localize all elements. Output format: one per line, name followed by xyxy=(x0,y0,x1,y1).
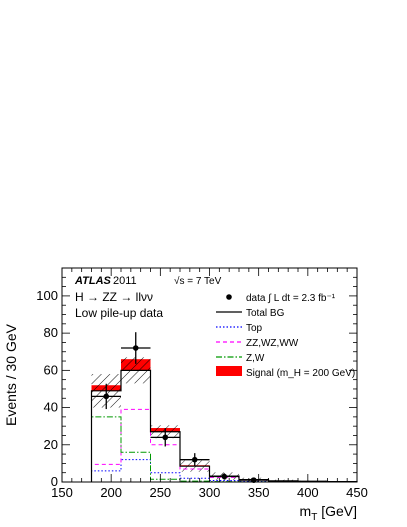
data-point xyxy=(132,345,139,351)
x-tick-label: 150 xyxy=(51,485,73,500)
legend-label: data ∫ L dt = 2.3 fb⁻¹ xyxy=(246,293,336,304)
x-tick-label: 250 xyxy=(149,485,171,500)
x-tick-label: 400 xyxy=(297,485,319,500)
legend-label: Signal (m_H = 200 GeV) xyxy=(246,368,355,379)
y-tick-label: 40 xyxy=(44,400,58,415)
y-tick-label: 80 xyxy=(44,325,58,340)
energy-label: √s = 7 TeV xyxy=(174,275,222,287)
data-point xyxy=(162,434,169,441)
y-tick-label: 20 xyxy=(44,437,58,452)
legend-marker-data xyxy=(226,294,232,300)
x-tick-label: 200 xyxy=(100,485,122,500)
year-label: 2011 xyxy=(113,275,137,287)
y-tick-label: 100 xyxy=(36,288,58,303)
data-point xyxy=(191,456,198,463)
x-tick-label: 300 xyxy=(199,485,221,500)
data-point xyxy=(103,393,110,400)
axes-layer: 150 200 250 300 350 400 450 0 20 40 60 80 100 xyxy=(36,268,368,500)
legend-swatch-signal xyxy=(216,366,242,376)
x-tick-label: 450 xyxy=(346,485,368,500)
channel-label: H → ZZ → llνν xyxy=(75,290,153,304)
data-point xyxy=(221,473,228,480)
series-line-z-w xyxy=(91,416,357,483)
legend-label: ZZ,WZ,WW xyxy=(246,338,299,349)
series-line-zz-wz-ww xyxy=(91,408,358,483)
legend-label: Top xyxy=(246,323,263,334)
legend-label: Total BG xyxy=(246,308,285,319)
subtitle-label: Low pile-up data xyxy=(75,306,163,320)
x-axis-label: mT [GeV] xyxy=(300,503,357,523)
y-tick-label: 60 xyxy=(44,362,58,377)
experiment-label: ATLAS xyxy=(74,275,112,287)
y-axis-label: Events / 30 GeV xyxy=(3,323,19,426)
data-points-layer xyxy=(91,332,269,483)
legend: data ∫ L dt = 2.3 fb⁻¹ Total BG Top ZZ,WZ,W… xyxy=(216,293,355,379)
legend-label: Z,W xyxy=(246,353,265,364)
series-line-total-bg xyxy=(90,369,358,483)
y-tick-label: 0 xyxy=(51,474,58,489)
x-tick-label: 350 xyxy=(248,485,270,500)
